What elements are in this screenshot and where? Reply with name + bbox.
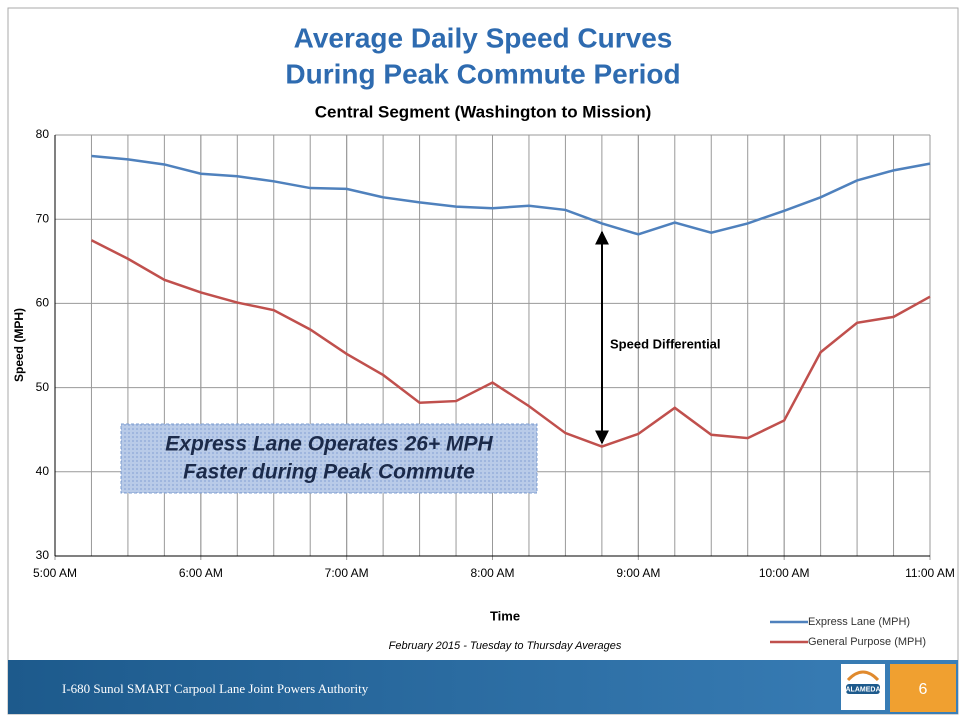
callout: Express Lane Operates 26+ MPH	[165, 433, 493, 456]
x-tick-label: 7:00 AM	[325, 566, 369, 580]
logo-arc	[846, 670, 880, 682]
page-box	[890, 664, 956, 712]
x-tick-label: 9:00 AM	[616, 566, 660, 580]
series-line	[90, 239, 931, 448]
series-line	[91, 154, 931, 236]
x-tick-label: 8:00 AM	[470, 566, 514, 580]
y-tick-label: 40	[36, 464, 50, 478]
y-tick-label: 80	[36, 127, 50, 141]
legend-label: General Purpose (MPH)	[808, 636, 926, 648]
footer-text: I-680 Sunol SMART Carpool Lane Joint Pow…	[62, 681, 369, 696]
note: February 2015 - Tuesday to Thursday Aver…	[389, 640, 622, 652]
y-axis-label: Speed (MPH)	[12, 308, 26, 382]
x-axis-label: Time	[490, 608, 520, 623]
footer-bar	[8, 660, 958, 714]
logo: ALAMEDA	[846, 686, 881, 693]
y-tick-label: 70	[36, 211, 50, 225]
logo-badge	[846, 684, 880, 694]
slide-border	[7, 7, 959, 715]
callout-box	[120, 423, 538, 494]
legend-label: Express Lane (MPH)	[808, 616, 910, 628]
chart-title: During Peak Commute Period	[285, 58, 680, 89]
y-tick-label: 50	[36, 380, 50, 394]
legend: Express Lane (MPH) General Purpose (MPH)	[770, 616, 926, 648]
x-tick-label: 6:00 AM	[179, 566, 223, 580]
x-tick-label: 5:00 AM	[33, 566, 77, 580]
callout: Faster during Peak Commute	[183, 461, 475, 484]
annotation: Speed Differential	[610, 336, 721, 351]
chart-title: Average Daily Speed Curves	[294, 22, 673, 53]
y-tick-label: 60	[36, 296, 50, 310]
page-number: 6	[919, 681, 928, 698]
x-tick-label: 11:00 AM	[905, 566, 955, 580]
y-tick-label: 30	[36, 548, 50, 562]
chart-subtitle: Central Segment (Washington to Mission)	[315, 102, 652, 121]
plot: 30 40 50 60 70 80 5:00 AM 6:00 AM 7:00 AM 8:00 AM…	[33, 127, 955, 580]
x-tick-label: 10:00 AM	[759, 566, 810, 580]
